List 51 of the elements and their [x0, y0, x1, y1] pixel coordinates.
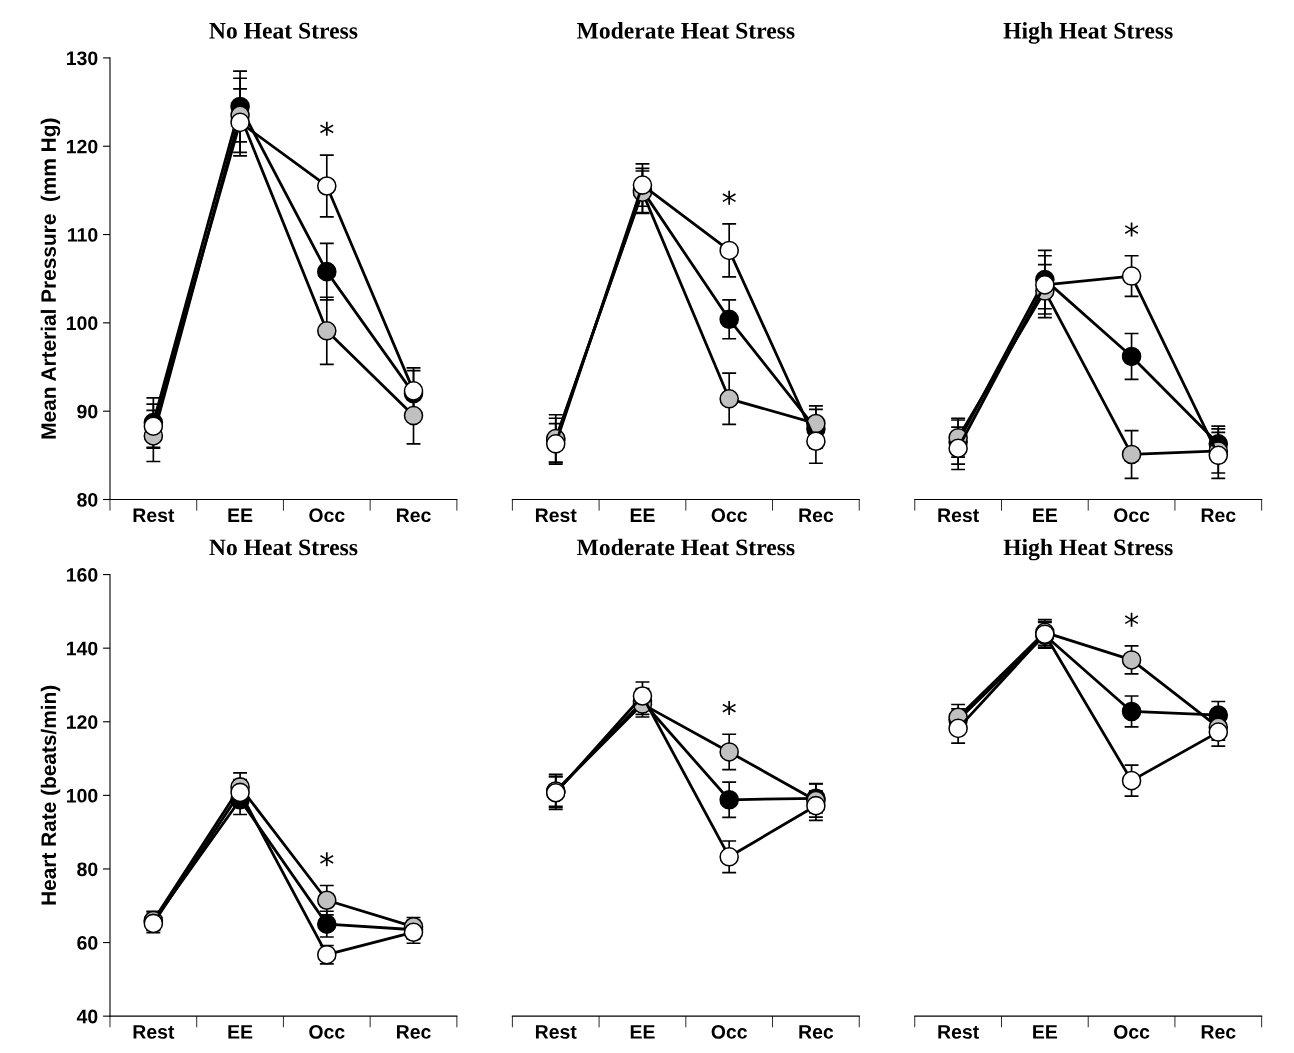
x-tick-label: EE	[228, 508, 253, 522]
y-tick-label: 160	[66, 568, 98, 582]
y-tick-label: 80	[77, 862, 98, 877]
y-tick-label: 100	[66, 316, 98, 331]
y-tick-label: 100	[66, 788, 98, 803]
x-tick-label: EE	[630, 1025, 655, 1039]
chart-title: No Heat Stress	[209, 539, 358, 556]
x-tick-label: Rec	[1201, 1025, 1236, 1039]
y-axis-title: Mean Arterial Pressure (mm Hg)	[40, 118, 61, 439]
y-tick-label: 140	[66, 641, 98, 656]
y-axis-title: Heart Rate (beats/min)	[40, 685, 61, 905]
chart-title: Moderate Heat Stress	[576, 538, 795, 556]
x-tick-label: Occ	[711, 508, 747, 523]
y-tick-label: 90	[77, 404, 98, 419]
x-tick-label: EE	[228, 1025, 253, 1039]
x-tick-label: Rest	[133, 508, 175, 523]
y-tick-label: 60	[77, 936, 98, 950]
chart-title: High Heat Stress	[1003, 22, 1173, 44]
x-tick-label: Rec	[1201, 508, 1236, 523]
annotation: *	[320, 852, 334, 867]
y-tick-label: 80	[77, 492, 98, 507]
x-tick-label: Rec	[396, 1025, 431, 1039]
x-tick-label: Rec	[799, 1025, 834, 1039]
chart-title: Moderate Heat Stress	[576, 22, 795, 39]
x-tick-label: EE	[630, 508, 655, 522]
x-tick-label: Rest	[938, 1025, 979, 1039]
y-tick-label: 120	[66, 715, 98, 729]
x-tick-label: Rest	[535, 508, 577, 523]
chart-title: High Heat Stress	[1003, 538, 1173, 561]
y-tick-label: 40	[76, 1009, 98, 1024]
x-tick-label: Rest	[938, 508, 979, 523]
x-tick-label: EE	[1033, 508, 1058, 522]
annotation: *	[1124, 612, 1139, 627]
x-tick-label: Rest	[133, 1025, 175, 1039]
x-tick-label: Occ	[309, 1024, 345, 1039]
x-tick-label: Occ	[1113, 1024, 1150, 1039]
annotation: *	[320, 121, 334, 136]
x-tick-label: EE	[1033, 1025, 1058, 1039]
annotation: *	[722, 701, 736, 716]
x-tick-label: Rest	[535, 1025, 577, 1039]
x-tick-label: Occ	[1113, 508, 1150, 523]
chart-title: No Heat Stress	[209, 22, 358, 39]
x-tick-label: Occ	[711, 1024, 747, 1039]
x-tick-label: Occ	[309, 508, 345, 523]
y-tick-label: 130	[66, 51, 98, 66]
y-tick-label: 110	[68, 228, 98, 242]
x-tick-label: Rec	[799, 508, 834, 523]
annotation: *	[722, 190, 736, 205]
x-tick-label: Rec	[396, 508, 431, 523]
y-tick-label: 120	[66, 139, 98, 154]
annotation: *	[1124, 222, 1139, 237]
